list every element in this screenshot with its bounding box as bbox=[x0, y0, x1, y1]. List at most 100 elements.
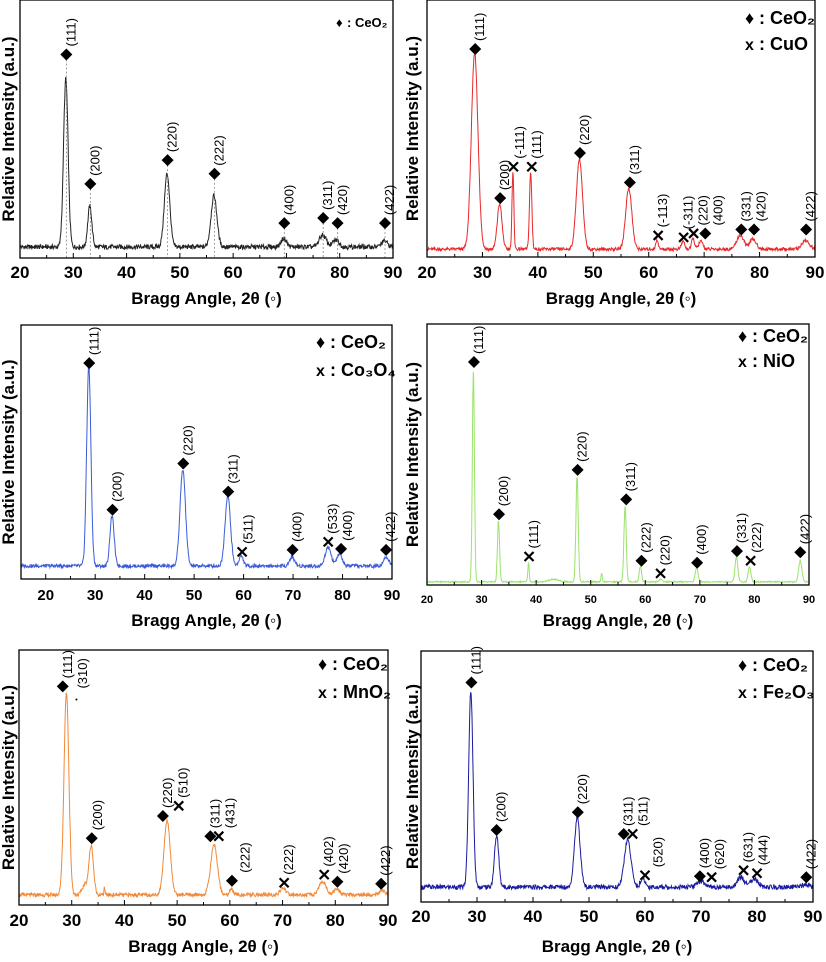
xrd-pattern-line bbox=[426, 52, 816, 253]
ceo2-diamond-marker bbox=[375, 877, 388, 890]
legend-x-symbol: x bbox=[738, 685, 747, 702]
ceo2-diamond-marker bbox=[617, 827, 630, 840]
x-tick-label: 40 bbox=[115, 911, 134, 930]
peak-hkl-label: (111) bbox=[86, 327, 101, 355]
ceo2-diamond-marker bbox=[204, 830, 217, 843]
y-axis-title: Relative Intensity (a.u.) bbox=[0, 359, 18, 544]
peak-hkl-label: (111) bbox=[526, 520, 541, 548]
peak-hkl-label: (620) bbox=[712, 839, 727, 869]
secondary-phase-x-marker bbox=[706, 871, 717, 883]
ceo2-diamond-marker bbox=[317, 211, 330, 224]
x-tick-label: 70 bbox=[692, 907, 711, 926]
ceo2-diamond-marker bbox=[573, 147, 586, 160]
peak-hkl-label: (200) bbox=[90, 800, 105, 830]
peak-hkl-label: (420) bbox=[753, 191, 768, 221]
legend-entry-label: : Fe₂O₃ bbox=[752, 682, 814, 702]
peak-hkl-label: (111) bbox=[471, 326, 486, 354]
x-tick-label: 40 bbox=[117, 263, 136, 282]
peak-hkl-label: (-311) bbox=[681, 196, 696, 230]
peak-hkl-label: (400) bbox=[711, 195, 726, 225]
legend-x-symbol: x bbox=[318, 685, 327, 702]
secondary-phase-dot-marker bbox=[75, 698, 78, 701]
secondary-phase-x-marker bbox=[318, 869, 330, 880]
x-tick-label: 50 bbox=[584, 263, 603, 282]
legend-entry-label: : CeO₂ bbox=[347, 15, 388, 30]
ceo2-diamond-marker bbox=[379, 217, 392, 230]
x-tick-label: 60 bbox=[235, 587, 252, 604]
peak-hkl-label: (420) bbox=[336, 843, 351, 873]
peak-hkl-label: (422) bbox=[378, 845, 393, 875]
xrd-pattern-line bbox=[20, 363, 393, 570]
peak-hkl-label: (431) bbox=[222, 798, 237, 828]
peak-hkl-label: (311) bbox=[627, 145, 642, 174]
peak-hkl-label: (310) bbox=[75, 658, 90, 688]
peak-hkl-label: (222) bbox=[212, 135, 227, 165]
peak-hkl-label: (422) bbox=[803, 839, 818, 869]
x-tick-label: 70 bbox=[694, 594, 706, 606]
ceo2-diamond-marker bbox=[735, 223, 748, 236]
peak-hkl-label: (200) bbox=[110, 471, 125, 501]
x-axis-title: Bragg Angle, 2θ (◦) bbox=[542, 937, 693, 956]
secondary-phase-x-marker bbox=[173, 800, 185, 812]
peak-hkl-label: (111) bbox=[60, 650, 75, 678]
ceo2-diamond-marker bbox=[380, 543, 393, 556]
legend-entry-label: : MnO₂ bbox=[332, 682, 391, 702]
ceo2-diamond-marker bbox=[286, 543, 299, 556]
x-axis-title: Bragg Angle, 2θ (◦) bbox=[546, 289, 697, 308]
secondary-phase-x-marker bbox=[688, 228, 699, 239]
ceo2-diamond-marker bbox=[699, 227, 712, 240]
secondary-phase-x-marker bbox=[655, 568, 666, 579]
secondary-phase-x-marker bbox=[678, 232, 689, 243]
x-tick-label: 70 bbox=[277, 263, 296, 282]
peak-hkl-label: (220) bbox=[577, 115, 592, 145]
peak-hkl-label: (220) bbox=[180, 425, 195, 455]
x-tick-label: 40 bbox=[136, 587, 153, 604]
peak-hkl-label: (422) bbox=[797, 514, 812, 544]
ceo2-diamond-marker bbox=[222, 485, 235, 498]
peak-hkl-label: (422) bbox=[383, 512, 398, 542]
peak-hkl-label: (520) bbox=[651, 837, 666, 867]
x-tick-label: 30 bbox=[64, 263, 83, 282]
peak-hkl-label: (510) bbox=[176, 767, 191, 797]
ceo2-diamond-marker bbox=[85, 832, 98, 845]
ceo2-diamond-marker bbox=[156, 809, 169, 822]
peak-hkl-label: (220) bbox=[160, 778, 175, 808]
legend-entry-label: : CeO₂ bbox=[332, 654, 388, 674]
secondary-phase-x-marker bbox=[523, 551, 535, 562]
x-tick-label: 60 bbox=[639, 594, 651, 606]
legend-entry-label: : CeO₂ bbox=[752, 655, 808, 675]
peak-hkl-label: (222) bbox=[749, 522, 764, 552]
peak-hkl-label: (220) bbox=[165, 122, 180, 152]
x-tick-label: 70 bbox=[695, 263, 714, 282]
x-tick-label: 30 bbox=[87, 587, 104, 604]
peak-hkl-label: (420) bbox=[335, 185, 350, 215]
ceo2-diamond-marker bbox=[794, 546, 807, 559]
x-tick-label: 50 bbox=[170, 263, 189, 282]
x-tick-label: 20 bbox=[421, 594, 433, 606]
ceo2-diamond-marker bbox=[730, 545, 743, 558]
peak-hkl-label: (400) bbox=[694, 524, 709, 554]
x-tick-label: 70 bbox=[273, 911, 292, 930]
ceo2-diamond-marker bbox=[60, 48, 73, 61]
legend-diamond-symbol: ♦ bbox=[318, 654, 327, 674]
ceo2-diamond-marker bbox=[465, 676, 478, 689]
legend-diamond-symbol: ♦ bbox=[336, 15, 343, 30]
x-tick-label: 20 bbox=[418, 263, 437, 282]
legend-diamond-symbol: ♦ bbox=[316, 332, 325, 352]
xrd-panel-1: (111) (200) (220) (222) (400) (311) (420) (422)… bbox=[0, 0, 402, 308]
plot-frame bbox=[20, 324, 393, 580]
x-tick-label: 20 bbox=[11, 263, 30, 282]
peak-hkl-label: (222) bbox=[639, 522, 654, 552]
x-tick-label: 50 bbox=[585, 594, 597, 606]
xrd-panel-2: (111)(200)(-111) (111) (220)(311)(-113) (-3… bbox=[403, 0, 824, 308]
x-tick-label: 90 bbox=[384, 263, 403, 282]
secondary-phase-x-marker bbox=[526, 161, 538, 173]
x-tick-label: 30 bbox=[62, 911, 81, 930]
ceo2-diamond-marker bbox=[225, 874, 238, 887]
peak-hkl-label: (402) bbox=[321, 836, 336, 866]
ceo2-diamond-marker bbox=[623, 176, 636, 189]
peak-hkl-label: (222) bbox=[281, 844, 296, 874]
ceo2-diamond-marker bbox=[84, 177, 97, 190]
